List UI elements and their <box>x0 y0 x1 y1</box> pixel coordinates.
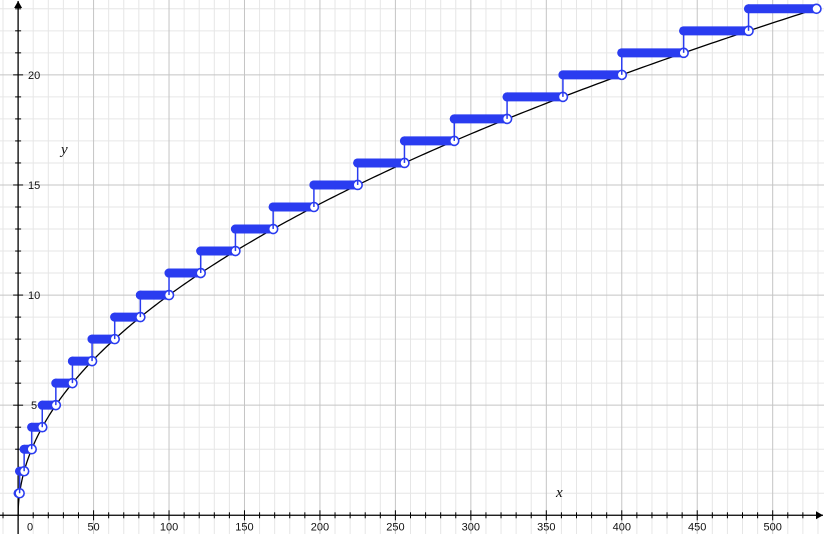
y-axis-arrow <box>14 1 23 8</box>
step-closed-endpoint <box>353 158 363 168</box>
step-closed-endpoint <box>449 114 459 124</box>
step-closed-endpoint <box>67 356 77 366</box>
step-closed-endpoint <box>399 136 409 146</box>
step-closed-endpoint <box>19 444 29 454</box>
y-tick-label: 20 <box>28 70 40 82</box>
y-axis-label: y <box>59 142 68 158</box>
x-tick-label: 50 <box>87 521 99 533</box>
step-closed-endpoint <box>502 92 512 102</box>
step-segment <box>13 487 25 499</box>
step-closed-endpoint <box>164 268 174 278</box>
x-tick-label: 500 <box>764 521 782 533</box>
step-closed-endpoint <box>110 312 120 322</box>
y-tick-label: 15 <box>28 180 40 192</box>
step-closed-endpoint <box>196 246 206 256</box>
step-segment <box>110 311 146 340</box>
step-segment <box>196 245 241 274</box>
x-tick-label: 150 <box>235 521 253 533</box>
sqrt-curve-layer <box>17 8 817 516</box>
x-tick-label: 100 <box>160 521 178 533</box>
step-segment <box>399 135 460 163</box>
step-segment <box>558 69 628 97</box>
step-segment <box>449 113 513 141</box>
step-series-layer <box>13 3 822 499</box>
step-closed-endpoint <box>135 290 145 300</box>
step-closed-endpoint <box>617 48 627 58</box>
step-closed-endpoint <box>51 378 61 388</box>
x-tick-label: 350 <box>537 521 555 533</box>
x-axis-arrow <box>816 511 823 520</box>
step-segment <box>744 3 822 31</box>
step-closed-endpoint <box>744 4 754 14</box>
step-closed-endpoint <box>37 400 47 410</box>
step-segment <box>230 223 279 252</box>
step-segment <box>37 399 62 428</box>
step-closed-endpoint <box>87 334 97 344</box>
step-segment <box>87 333 120 362</box>
step-closed-endpoint <box>268 202 278 212</box>
x-tick-label: 400 <box>613 521 631 533</box>
x-tick-label: 0 <box>27 521 33 533</box>
x-tick-label: 200 <box>311 521 329 533</box>
step-segment <box>353 157 410 185</box>
step-segment <box>617 47 689 75</box>
x-tick-label: 300 <box>462 521 480 533</box>
x-tick-label: 450 <box>688 521 706 533</box>
step-segment <box>309 179 363 207</box>
step-segment <box>51 377 78 406</box>
step-closed-endpoint <box>309 180 319 190</box>
step-segment <box>502 91 569 119</box>
step-closed-endpoint <box>230 224 240 234</box>
step-segment <box>679 25 754 53</box>
step-closed-endpoint <box>27 422 37 432</box>
x-axis-label: x <box>555 485 563 501</box>
y-tick-label: 10 <box>28 290 40 302</box>
step-closed-endpoint <box>679 26 689 36</box>
step-open-endpoint <box>811 3 822 15</box>
y-tick-label: 5 <box>31 400 37 412</box>
tick-labels: 0 50 100 150 200 250 300 350 400 450 500 5 10 15 20 <box>27 70 782 533</box>
x-tick-label: 250 <box>386 521 404 533</box>
sqrt-curve <box>17 8 817 516</box>
step-closed-endpoint <box>558 70 568 80</box>
